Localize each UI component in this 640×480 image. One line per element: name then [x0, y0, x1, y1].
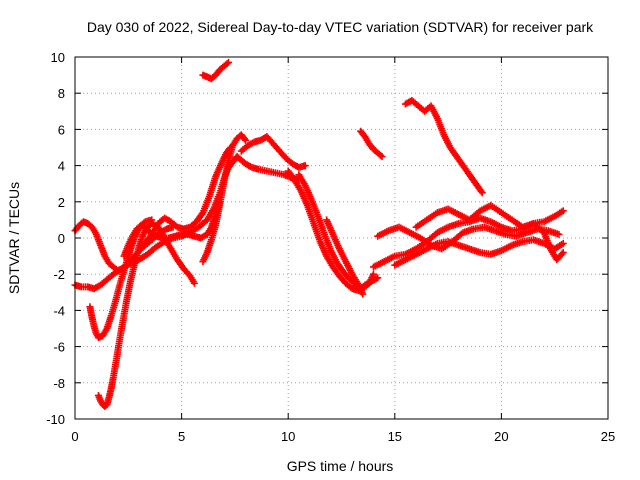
y-tick-label: 10 [51, 50, 65, 65]
series-arc-12 [357, 127, 386, 161]
y-tick-label: -8 [53, 376, 65, 391]
series-arc-17 [391, 236, 567, 269]
data-point [378, 153, 386, 161]
x-tick-label: 15 [388, 429, 402, 444]
data-point [240, 135, 248, 143]
y-tick-label: 2 [58, 195, 65, 210]
y-tick-label: -4 [53, 303, 65, 318]
series-arc-18 [412, 201, 567, 264]
series-arc-8 [237, 133, 309, 171]
data-point [242, 136, 250, 144]
data-point [190, 279, 198, 287]
x-tick-label: 0 [71, 429, 78, 444]
data-point [369, 270, 377, 278]
series-arc-15 [369, 207, 567, 271]
y-axis-label: SDTVAR / TECUs [6, 182, 22, 294]
x-tick-label: 5 [178, 429, 185, 444]
y-tick-label: 8 [58, 86, 65, 101]
y-tick-label: -2 [53, 267, 65, 282]
data-point [559, 207, 567, 215]
data-point [223, 60, 231, 68]
x-tick-label: 10 [281, 429, 295, 444]
y-tick-label: 4 [58, 159, 65, 174]
series-arc-14 [401, 96, 486, 197]
chart-title: Day 030 of 2022, Sidereal Day-to-day VTE… [87, 19, 594, 35]
data-point [559, 248, 567, 256]
data-point [301, 162, 309, 170]
data-point [374, 274, 382, 282]
series-arc-10 [295, 171, 377, 293]
axis-ticks: 0 5 10 15 20 25 -10 -8 -6 -4 -2 0 2 4 6 8 10 [46, 50, 615, 444]
data-point [555, 230, 563, 238]
series-arc-13 [199, 58, 233, 83]
series-arc-7 [199, 131, 250, 266]
data-point [377, 151, 385, 159]
data-point [477, 187, 485, 195]
y-tick-label: 0 [58, 231, 65, 246]
y-tick-label: 6 [58, 122, 65, 137]
data-point [359, 290, 367, 298]
plot-frame [74, 56, 609, 420]
data-point [559, 239, 567, 247]
y-tick-label: -10 [46, 412, 65, 427]
data-point [558, 250, 566, 258]
y-tick-label: -6 [53, 340, 65, 355]
data-point [478, 189, 486, 197]
data-point [225, 58, 233, 66]
series-arc-11 [323, 216, 367, 298]
x-axis-label: GPS time / hours [287, 458, 394, 474]
data-points [71, 58, 567, 410]
x-tick-label: 25 [601, 429, 615, 444]
data-point [198, 210, 206, 218]
x-tick-label: 20 [494, 429, 508, 444]
series-arc-4 [94, 220, 198, 410]
